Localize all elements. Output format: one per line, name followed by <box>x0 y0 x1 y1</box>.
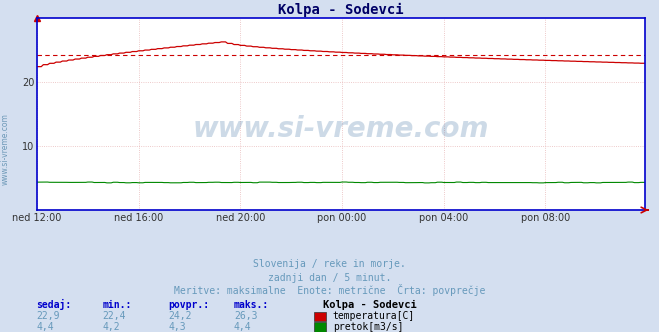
Text: 4,3: 4,3 <box>168 322 186 332</box>
Text: Slovenija / reke in morje.: Slovenija / reke in morje. <box>253 259 406 269</box>
Text: 4,4: 4,4 <box>234 322 252 332</box>
Text: 4,4: 4,4 <box>36 322 54 332</box>
Text: sedaj:: sedaj: <box>36 299 71 310</box>
Text: 22,4: 22,4 <box>102 311 126 321</box>
Text: Meritve: maksimalne  Enote: metrične  Črta: povprečje: Meritve: maksimalne Enote: metrične Črta… <box>174 284 485 296</box>
Text: www.si-vreme.com: www.si-vreme.com <box>1 114 10 185</box>
Text: min.:: min.: <box>102 300 132 310</box>
Title: Kolpa - Sodevci: Kolpa - Sodevci <box>278 3 404 17</box>
Text: 22,9: 22,9 <box>36 311 60 321</box>
Text: pretok[m3/s]: pretok[m3/s] <box>333 322 403 332</box>
Text: www.si-vreme.com: www.si-vreme.com <box>192 115 489 143</box>
Text: povpr.:: povpr.: <box>168 300 209 310</box>
Text: zadnji dan / 5 minut.: zadnji dan / 5 minut. <box>268 273 391 283</box>
Text: 26,3: 26,3 <box>234 311 258 321</box>
Text: 4,2: 4,2 <box>102 322 120 332</box>
Text: Kolpa - Sodevci: Kolpa - Sodevci <box>323 300 416 310</box>
Text: 24,2: 24,2 <box>168 311 192 321</box>
Text: temperatura[C]: temperatura[C] <box>333 311 415 321</box>
Text: maks.:: maks.: <box>234 300 269 310</box>
